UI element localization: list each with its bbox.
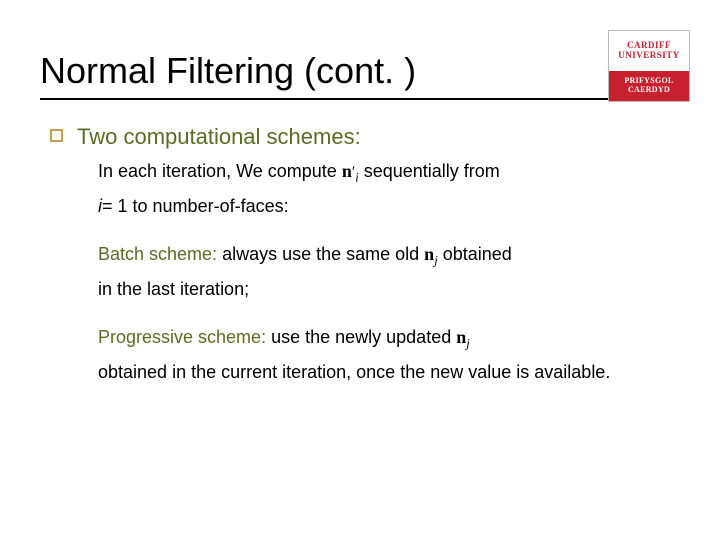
- batch-text1: always use the same old: [217, 244, 424, 264]
- logo-text-caerdyd: CAERDYD: [628, 86, 670, 95]
- intro-line2-rest: = 1 to number-of-faces:: [102, 196, 289, 216]
- content-area: Two computational schemes: In each itera…: [40, 124, 680, 385]
- slide-container: CARDIFF UNIVERSITY PRIFYSGOL CAERDYD Nor…: [0, 0, 720, 540]
- slide-title: Normal Filtering (cont. ): [40, 50, 680, 92]
- intro-line1: In each iteration, We compute n′i sequen…: [98, 158, 680, 187]
- math-subscript-j: j: [434, 254, 438, 268]
- university-logo: CARDIFF UNIVERSITY PRIFYSGOL CAERDYD: [608, 30, 690, 102]
- prog-line1: Progressive scheme: use the newly update…: [98, 324, 680, 353]
- logo-top-panel: CARDIFF UNIVERSITY: [609, 31, 689, 71]
- logo-text-university: UNIVERSITY: [618, 51, 680, 60]
- bullet-square-icon: [50, 129, 63, 142]
- intro-suffix: sequentially from: [359, 161, 500, 181]
- math-subscript-j-2: j: [466, 336, 470, 350]
- batch-line2: in the last iteration;: [98, 276, 680, 302]
- batch-block: Batch scheme: always use the same old nj…: [50, 241, 680, 302]
- logo-bottom-panel: PRIFYSGOL CAERDYD: [609, 71, 689, 101]
- progressive-block: Progressive scheme: use the newly update…: [50, 324, 680, 385]
- progressive-scheme-label: Progressive scheme:: [98, 327, 266, 347]
- prog-line2: obtained in the current iteration, once …: [98, 359, 680, 385]
- math-n-symbol-2: n: [424, 244, 434, 264]
- bullet-item: Two computational schemes:: [50, 124, 680, 150]
- intro-prefix: In each iteration, We compute: [98, 161, 342, 181]
- batch-line1: Batch scheme: always use the same old nj…: [98, 241, 680, 270]
- math-n-symbol-3: n: [456, 327, 466, 347]
- batch-scheme-label: Batch scheme:: [98, 244, 217, 264]
- section-heading: Two computational schemes:: [77, 124, 361, 150]
- title-underline: [40, 98, 680, 100]
- batch-text2: obtained: [443, 244, 512, 264]
- intro-block: In each iteration, We compute n′i sequen…: [50, 158, 680, 219]
- intro-line2: i= 1 to number-of-faces:: [98, 193, 680, 219]
- prog-text1: use the newly updated: [266, 327, 456, 347]
- math-n-symbol: n: [342, 161, 352, 181]
